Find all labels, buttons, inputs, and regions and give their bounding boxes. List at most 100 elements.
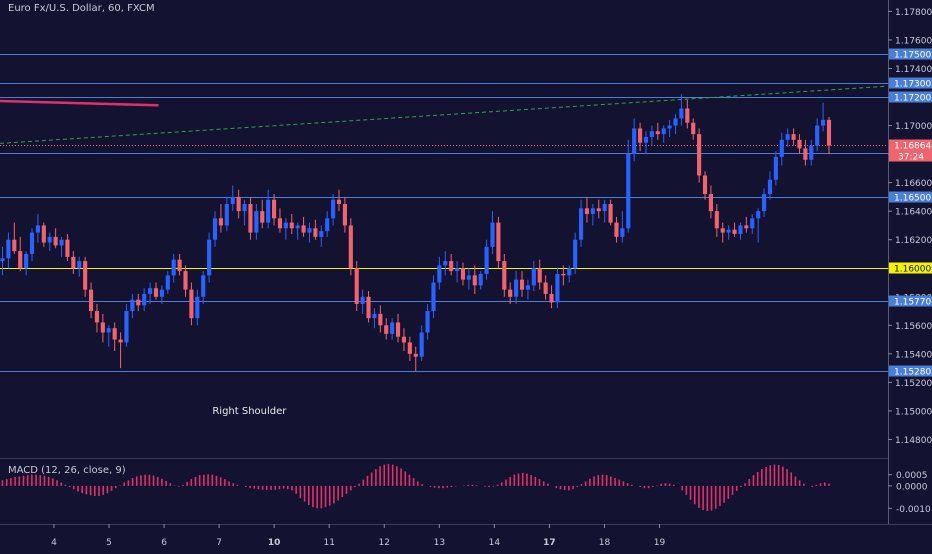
candle-body [478, 273, 483, 286]
candle-body [390, 322, 395, 334]
candle-body [431, 282, 436, 312]
candle-body [797, 139, 802, 149]
candle-body [413, 353, 418, 357]
level-price-label: 1.15280 [894, 368, 931, 378]
price-labels: 1.175001.173001.172001.168101.165001.160… [889, 48, 932, 378]
candle-body [24, 253, 29, 269]
time-tick-label: 19 [654, 538, 666, 548]
candle-body [720, 228, 725, 233]
time-tick-label: 4 [51, 538, 57, 548]
candle-body [525, 285, 530, 290]
candle-body [195, 296, 200, 319]
price-axis: 1.17800 1.17600 1.17400 1.17200 1.17000 1.168… [888, 8, 932, 446]
candle-body [230, 196, 235, 205]
candle-body [632, 128, 637, 155]
candle-body [171, 259, 176, 276]
time-axis: 4 5 6 7 10 11 12 13 14 17 18 19 [51, 524, 666, 548]
candle-body [567, 268, 572, 276]
candle-body [348, 225, 353, 269]
candle-body [18, 251, 23, 269]
candle-body [767, 179, 773, 195]
candle-body [761, 194, 767, 212]
level-price-label-bg [889, 77, 932, 89]
time-tick-label: 14 [489, 538, 501, 548]
macd-tick-label: 0.0000 [896, 482, 928, 492]
macd-tick-label: -0.0010 [896, 505, 931, 515]
candle-body [785, 134, 790, 140]
candle-body [395, 322, 401, 337]
level-price-label-bg [889, 295, 932, 307]
candle-body [254, 211, 259, 233]
countdown-label: 37:24 [898, 153, 924, 163]
candle-body [573, 239, 578, 269]
candle-body [331, 199, 336, 219]
time-tick-label: 12 [379, 538, 390, 548]
candle-body [466, 275, 471, 280]
candle-body [602, 204, 607, 212]
candle-body [224, 204, 229, 226]
candle-body [301, 225, 306, 233]
candle-body [53, 236, 58, 246]
candle-body [177, 259, 182, 272]
candle-body [277, 218, 283, 229]
price-tick-label: 1.15000 [895, 407, 932, 417]
macd-title: MACD (12, 26, close, 9) [8, 465, 126, 476]
candle-body [614, 222, 619, 237]
candle-body [65, 239, 70, 257]
candle-body [738, 225, 743, 234]
price-tick-label: 1.17000 [895, 122, 932, 132]
candle-body [106, 328, 111, 333]
candle-body [549, 293, 554, 303]
candle-body [295, 225, 300, 229]
candle-body [218, 218, 223, 226]
candle-body [112, 328, 117, 340]
countdown-bg [889, 150, 932, 162]
candle-body [750, 218, 755, 229]
candle-body [508, 289, 513, 297]
level-price-label-bg [889, 191, 932, 203]
macd-histogram [1, 463, 830, 511]
last-price-label-bg [889, 139, 932, 151]
candle-body [437, 265, 442, 283]
level-price-label-bg [889, 91, 932, 103]
price-tick-label: 1.14800 [895, 436, 932, 446]
candle-body [472, 275, 477, 286]
candle-body [626, 154, 631, 229]
candle-body [360, 296, 365, 304]
candle-body [325, 218, 330, 232]
candle-body [596, 208, 601, 212]
candle-body [815, 125, 820, 146]
time-tick-label: 10 [268, 538, 281, 548]
trend-lines [0, 85, 886, 144]
candle-body [207, 239, 212, 276]
candle-body [153, 288, 159, 297]
candle-body [779, 139, 784, 157]
level-price-label-bg [889, 262, 932, 274]
candle-body [773, 156, 778, 180]
level-price-label-bg [889, 365, 932, 377]
candle-body [791, 134, 796, 140]
time-tick-label: 11 [323, 538, 334, 548]
level-price-label: 1.17300 [894, 80, 931, 90]
candle-body [419, 332, 424, 357]
candle-body [165, 275, 170, 290]
candle-body [136, 299, 141, 306]
candle-body [555, 273, 560, 303]
candle-body [809, 145, 814, 160]
time-tick-label: 17 [543, 538, 556, 548]
candle-body [12, 239, 17, 252]
candle-body [242, 204, 247, 212]
candle-body [578, 208, 584, 240]
candle-body [714, 211, 719, 229]
candle-body [661, 128, 666, 135]
level-price-label: 1.17500 [894, 51, 931, 61]
time-tick-label: 5 [106, 538, 112, 548]
candle-body [744, 225, 749, 229]
candle-body [460, 268, 466, 280]
frame [0, 0, 932, 525]
time-tick-label: 18 [599, 538, 611, 548]
candle-body [732, 229, 737, 234]
candle-body [336, 199, 342, 205]
level-price-label: 1.17200 [894, 94, 931, 104]
candle-body [130, 299, 135, 312]
